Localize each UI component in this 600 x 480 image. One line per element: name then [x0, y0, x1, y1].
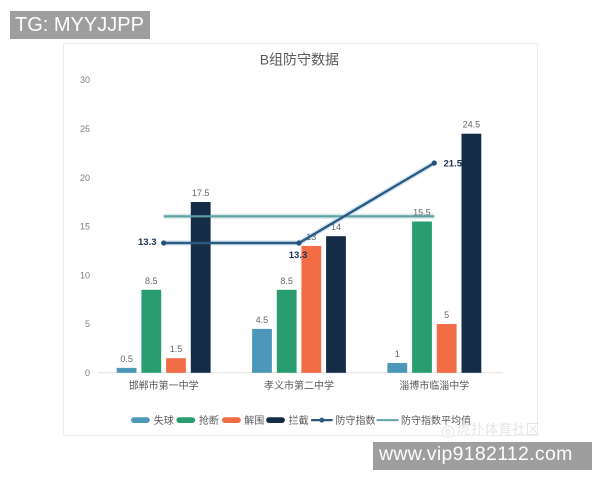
svg-text:21.5: 21.5 [444, 158, 463, 169]
svg-text:防守指数: 防守指数 [336, 414, 376, 427]
svg-text:13.3: 13.3 [138, 237, 157, 248]
svg-text:0.5: 0.5 [120, 354, 133, 364]
svg-text:8.5: 8.5 [280, 276, 293, 286]
svg-text:15: 15 [80, 222, 90, 232]
svg-text:防守指数平均值: 防守指数平均值 [401, 414, 471, 427]
svg-text:8.5: 8.5 [145, 276, 158, 286]
svg-text:15.5: 15.5 [413, 208, 431, 218]
svg-text:淄博市临淄中学: 淄博市临淄中学 [399, 379, 469, 392]
svg-text:24.5: 24.5 [463, 120, 481, 130]
svg-text:抢断: 抢断 [199, 414, 219, 427]
svg-text:30: 30 [80, 75, 90, 85]
svg-text:失球: 失球 [154, 414, 174, 427]
svg-text:孝义市第二中学: 孝义市第二中学 [264, 379, 334, 392]
svg-text:5: 5 [85, 319, 90, 329]
svg-text:25: 25 [80, 124, 90, 134]
svg-text:解围: 解围 [244, 414, 264, 427]
svg-text:拦截: 拦截 [289, 414, 309, 427]
svg-text:B组防守数据: B组防守数据 [260, 52, 339, 68]
svg-text:1.5: 1.5 [170, 344, 183, 354]
svg-text:4.5: 4.5 [256, 315, 269, 325]
svg-text:17.5: 17.5 [192, 188, 210, 198]
svg-text:10: 10 [80, 270, 90, 280]
svg-text:邯郸市第一中学: 邯郸市第一中学 [129, 379, 199, 392]
svg-text:0: 0 [85, 368, 90, 378]
svg-text:13.3: 13.3 [289, 250, 308, 261]
svg-text:5: 5 [444, 310, 449, 320]
svg-text:14: 14 [331, 222, 341, 232]
svg-text:1: 1 [395, 349, 400, 359]
svg-text:20: 20 [80, 173, 90, 183]
